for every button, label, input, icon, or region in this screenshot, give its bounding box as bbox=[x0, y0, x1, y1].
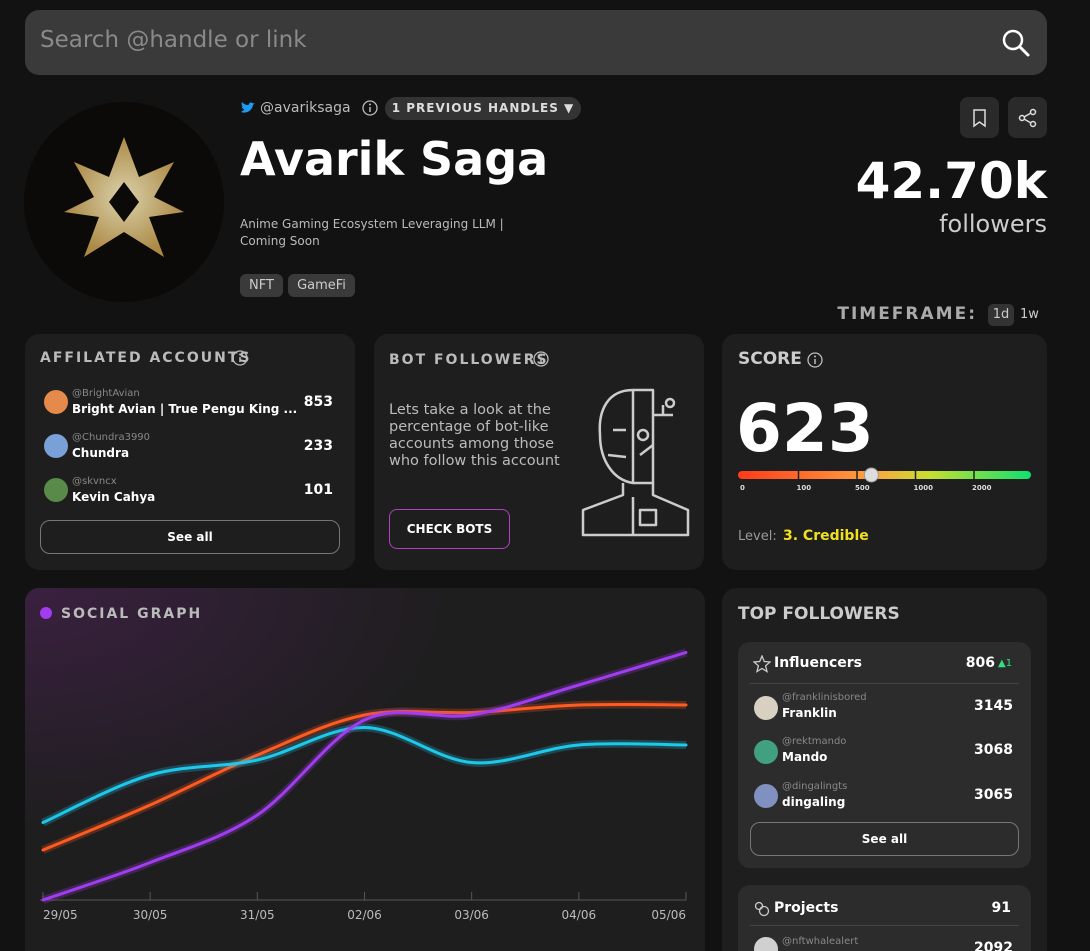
section-change: ▲1 bbox=[998, 658, 1013, 669]
series-line bbox=[41, 702, 688, 852]
account-handle: @franklinisbored bbox=[782, 692, 867, 703]
card-title: SOCIAL GRAPH bbox=[61, 606, 202, 622]
star-icon bbox=[753, 655, 771, 673]
social-graph: SOCIAL GRAPH 29/05 30/05 31/05 02/06 03/06 04… bbox=[40, 606, 688, 922]
score-marker bbox=[863, 467, 879, 483]
projects-box bbox=[738, 885, 1031, 951]
score-card bbox=[722, 334, 1047, 570]
bot-followers-card bbox=[374, 334, 704, 570]
series-line bbox=[41, 651, 688, 902]
tag[interactable]: GameFi bbox=[288, 274, 355, 297]
bot-text: Lets take a look at the percentage of bo… bbox=[389, 402, 560, 469]
account-count: 3145 bbox=[974, 698, 1013, 714]
card-title: SCORE bbox=[738, 349, 802, 369]
account-name[interactable]: Bright Avian | True Pengu King ... bbox=[72, 402, 298, 416]
account-count: 853 bbox=[303, 394, 333, 410]
x-tick-label: 03/06 bbox=[454, 908, 489, 922]
score-value: 623 bbox=[736, 390, 874, 467]
x-tick-label: 31/05 bbox=[240, 908, 275, 922]
handle[interactable]: @avariksaga bbox=[260, 100, 351, 116]
search-bar[interactable] bbox=[25, 10, 1047, 75]
previous-handles[interactable]: 1 PREVIOUS HANDLES ▼ bbox=[385, 97, 581, 120]
card-title: BOT FOLLOWERS bbox=[389, 352, 549, 368]
x-tick-label: 05/06 bbox=[651, 908, 686, 922]
score-bar: 0 100 500 1000 2000 bbox=[738, 467, 1031, 492]
bio: Anime Gaming Ecosystem Leveraging LLM | … bbox=[240, 217, 504, 248]
check-bots-button[interactable]: CHECK BOTS bbox=[389, 509, 510, 549]
scale-label: 0 bbox=[740, 484, 745, 492]
account-count: 101 bbox=[303, 482, 333, 498]
account-avatar bbox=[754, 937, 778, 951]
account-avatar bbox=[754, 740, 778, 764]
card-title: TOP FOLLOWERS bbox=[738, 604, 900, 624]
level-label: Level: bbox=[738, 529, 777, 544]
account-name[interactable]: Kevin Cahya bbox=[72, 490, 156, 504]
account-handle: @BrightAvian bbox=[72, 388, 140, 399]
account-name[interactable]: Mando bbox=[782, 750, 828, 764]
see-all-button[interactable]: See all bbox=[750, 822, 1019, 856]
info-icon[interactable] bbox=[807, 352, 823, 368]
account-name[interactable]: Chundra bbox=[72, 446, 130, 460]
section-count: 806 bbox=[965, 655, 995, 671]
account-avatar bbox=[44, 390, 68, 414]
info-icon[interactable] bbox=[232, 350, 248, 366]
timeframe-option[interactable]: 1w bbox=[1020, 307, 1039, 322]
account-count: 3068 bbox=[974, 742, 1013, 758]
account-avatar bbox=[754, 784, 778, 808]
divider bbox=[750, 925, 1019, 926]
info-icon[interactable] bbox=[533, 351, 549, 367]
section-title: Projects bbox=[774, 900, 839, 916]
scale-label: 1000 bbox=[914, 484, 934, 492]
account-handle: @skvncx bbox=[72, 476, 117, 487]
projects-icon bbox=[754, 901, 770, 917]
scale-label: 500 bbox=[855, 484, 870, 492]
section-title: Influencers bbox=[774, 655, 863, 671]
account-name[interactable]: dingaling bbox=[782, 795, 846, 809]
account-avatar bbox=[44, 434, 68, 458]
followers-label: followers bbox=[939, 210, 1047, 238]
series-line bbox=[41, 725, 688, 824]
tag[interactable]: NFT bbox=[240, 274, 283, 297]
followers-count: 42.70k bbox=[855, 152, 1047, 210]
account-count: 2092 bbox=[974, 940, 1013, 951]
bot-illustration bbox=[581, 388, 690, 537]
info-icon[interactable] bbox=[362, 100, 378, 116]
account-handle: @nftwhalealert bbox=[782, 936, 859, 947]
x-tick-label: 30/05 bbox=[133, 908, 168, 922]
influencers-box bbox=[738, 642, 1031, 868]
card-title: AFFILATED ACCOUNTS bbox=[40, 350, 252, 366]
twitter-icon bbox=[241, 102, 255, 113]
divider bbox=[750, 683, 1019, 684]
x-tick-label: 29/05 bbox=[43, 908, 78, 922]
see-all-button[interactable]: See all bbox=[40, 520, 340, 554]
account-avatar bbox=[754, 696, 778, 720]
scale-label: 2000 bbox=[972, 484, 992, 492]
account-handle: @rektmando bbox=[782, 736, 847, 747]
account-handle: @dingalingts bbox=[782, 781, 848, 792]
action-buttons[interactable] bbox=[960, 97, 1048, 139]
account-count: 233 bbox=[303, 438, 333, 454]
x-tick-label: 02/06 bbox=[347, 908, 382, 922]
account-avatar bbox=[44, 478, 68, 502]
search-icon[interactable] bbox=[1000, 27, 1032, 59]
timeframe-label: TIMEFRAME: bbox=[837, 304, 977, 324]
account-name[interactable]: Franklin bbox=[782, 706, 837, 720]
profile-name: Avarik Saga bbox=[240, 132, 549, 186]
affiliated-card bbox=[25, 334, 355, 570]
x-tick-label: 04/06 bbox=[562, 908, 597, 922]
scale-label: 100 bbox=[797, 484, 812, 492]
account-count: 3065 bbox=[974, 787, 1013, 803]
social-graph-card bbox=[25, 588, 705, 951]
timeframe-option[interactable]: 1d bbox=[988, 304, 1014, 326]
section-count: 91 bbox=[991, 900, 1011, 916]
search-placeholder: Search @handle or link bbox=[40, 27, 307, 53]
avatar bbox=[24, 102, 224, 302]
account-handle: @Chundra3990 bbox=[72, 432, 151, 443]
level: 3. Credible bbox=[783, 528, 869, 544]
